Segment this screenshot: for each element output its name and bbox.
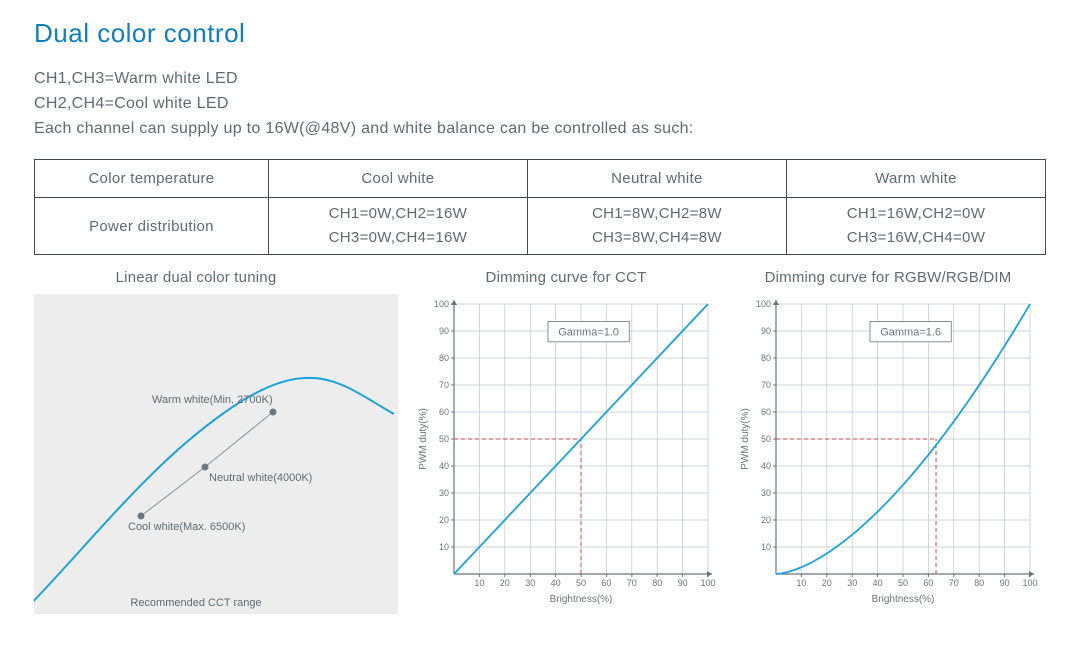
svg-text:20: 20: [761, 515, 771, 525]
svg-text:90: 90: [439, 326, 449, 336]
svg-text:PWM duty(%): PWM duty(%): [740, 409, 751, 471]
svg-text:Cool white(Max. 6500K): Cool white(Max. 6500K): [128, 521, 245, 533]
table-cell-line: CH3=8W,CH4=8W: [528, 226, 786, 250]
svg-text:50: 50: [761, 434, 771, 444]
svg-text:Gamma=1.6: Gamma=1.6: [880, 327, 941, 339]
page-title: Dual color control: [34, 18, 1050, 49]
chart-linear-tuning: Linear dual color tuning Cool white(Max.…: [34, 269, 398, 614]
chart-gamma-1-svg: 10 20 30 40 50 60 70 80 90 100 10 20 30 40 50 60 70 80 90 1…: [412, 294, 720, 614]
svg-text:70: 70: [439, 380, 449, 390]
intro-line: CH2,CH4=Cool white LED: [34, 92, 1050, 117]
svg-text:80: 80: [439, 353, 449, 363]
svg-text:30: 30: [525, 578, 535, 588]
svg-text:50: 50: [576, 578, 586, 588]
table-header: Color temperature: [35, 160, 269, 198]
svg-text:10: 10: [796, 578, 806, 588]
svg-text:100: 100: [700, 578, 715, 588]
intro-line: CH1,CH3=Warm white LED: [34, 67, 1050, 92]
svg-text:90: 90: [678, 578, 688, 588]
table-row-label: Power distribution: [35, 198, 269, 255]
charts-row: Linear dual color tuning Cool white(Max.…: [34, 269, 1050, 614]
table-header: Cool white: [268, 160, 527, 198]
table-cell-line: CH1=8W,CH2=8W: [528, 202, 786, 226]
chart-gamma-1: Dimming curve for CCT 10 20 30 40 50 60 70 80 90…: [412, 269, 720, 614]
svg-text:100: 100: [434, 299, 449, 309]
svg-text:20: 20: [500, 578, 510, 588]
svg-text:80: 80: [761, 353, 771, 363]
chart-title: Dimming curve for CCT: [412, 269, 720, 286]
svg-text:70: 70: [949, 578, 959, 588]
table-cell-line: CH3=16W,CH4=0W: [787, 226, 1045, 250]
svg-text:30: 30: [439, 488, 449, 498]
svg-text:20: 20: [439, 515, 449, 525]
svg-text:40: 40: [439, 461, 449, 471]
svg-text:50: 50: [439, 434, 449, 444]
svg-text:10: 10: [761, 542, 771, 552]
svg-text:30: 30: [761, 488, 771, 498]
svg-text:90: 90: [761, 326, 771, 336]
svg-text:70: 70: [627, 578, 637, 588]
chart-title: Dimming curve for RGBW/RGB/DIM: [734, 269, 1042, 286]
svg-text:40: 40: [873, 578, 883, 588]
table-header: Warm white: [786, 160, 1045, 198]
svg-text:70: 70: [761, 380, 771, 390]
chart-title: Linear dual color tuning: [34, 269, 398, 286]
svg-text:60: 60: [439, 407, 449, 417]
svg-text:Gamma=1.0: Gamma=1.0: [558, 327, 619, 339]
svg-text:Brightness(%): Brightness(%): [872, 594, 935, 605]
chart-gamma-16: Dimming curve for RGBW/RGB/DIM 10 20 30 40 5…: [734, 269, 1042, 614]
svg-text:Warm white(Min. 2700K): Warm white(Min. 2700K): [152, 394, 273, 406]
svg-text:Neutral white(4000K): Neutral white(4000K): [209, 472, 312, 484]
table-cell-line: CH1=16W,CH2=0W: [787, 202, 1045, 226]
svg-text:50: 50: [898, 578, 908, 588]
svg-text:100: 100: [756, 299, 771, 309]
table-cell: CH1=16W,CH2=0W CH3=16W,CH4=0W: [786, 198, 1045, 255]
svg-text:10: 10: [439, 542, 449, 552]
svg-text:60: 60: [601, 578, 611, 588]
svg-text:40: 40: [551, 578, 561, 588]
svg-text:Recommended CCT range: Recommended CCT range: [130, 597, 261, 609]
svg-text:60: 60: [923, 578, 933, 588]
chart-linear-tuning-svg: Cool white(Max. 6500K) Neutral white(4000…: [34, 294, 398, 614]
svg-text:90: 90: [1000, 578, 1010, 588]
svg-text:60: 60: [761, 407, 771, 417]
chart-gamma-16-svg: 10 20 30 40 50 60 70 80 90 100 10 20 30 40 50 60 70 80 90 1…: [734, 294, 1042, 614]
table-cell-line: CH1=0W,CH2=16W: [269, 202, 527, 226]
svg-text:Brightness(%): Brightness(%): [550, 594, 613, 605]
svg-text:20: 20: [822, 578, 832, 588]
table-cell-line: CH3=0W,CH4=16W: [269, 226, 527, 250]
table-cell: CH1=0W,CH2=16W CH3=0W,CH4=16W: [268, 198, 527, 255]
table-header: Neutral white: [527, 160, 786, 198]
svg-text:100: 100: [1022, 578, 1037, 588]
intro-block: CH1,CH3=Warm white LED CH2,CH4=Cool whit…: [34, 67, 1050, 141]
svg-text:80: 80: [652, 578, 662, 588]
svg-text:PWM duty(%): PWM duty(%): [418, 409, 429, 471]
intro-line: Each channel can supply up to 16W(@48V) …: [34, 117, 1050, 142]
svg-text:30: 30: [847, 578, 857, 588]
power-table: Color temperature Cool white Neutral whi…: [34, 159, 1046, 255]
table-cell: CH1=8W,CH2=8W CH3=8W,CH4=8W: [527, 198, 786, 255]
svg-text:40: 40: [761, 461, 771, 471]
svg-text:80: 80: [974, 578, 984, 588]
svg-text:10: 10: [474, 578, 484, 588]
